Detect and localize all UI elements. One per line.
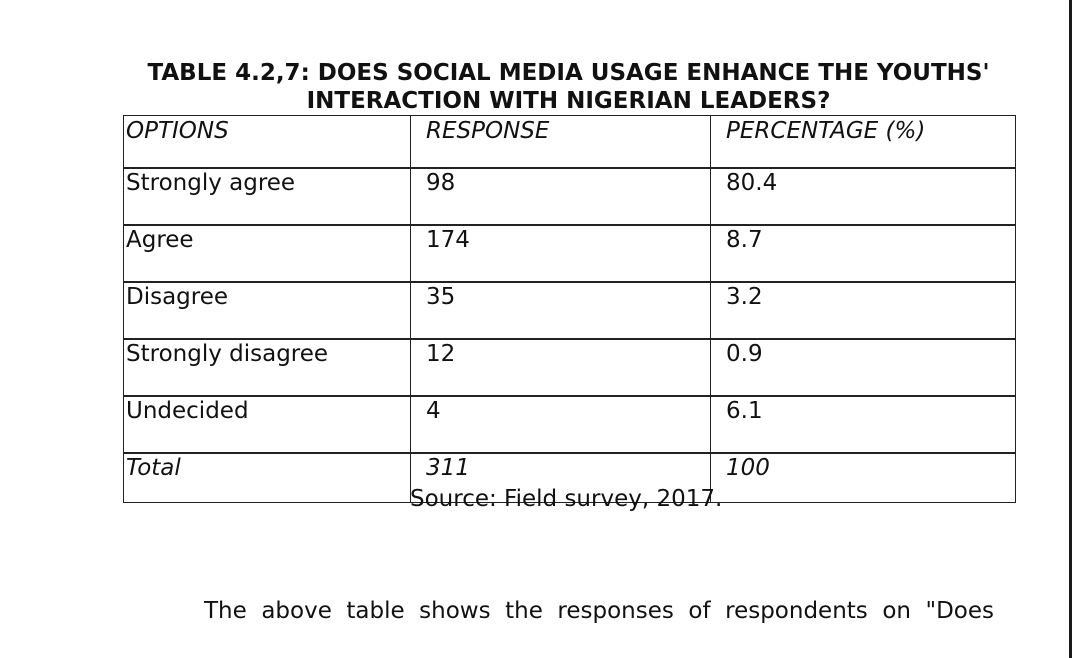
- percentage-cell: 6.1: [710, 395, 1016, 454]
- response-cell: 174: [410, 224, 711, 283]
- source-note: Source: Field survey, 2017.: [410, 486, 723, 512]
- table-row: Undecided 4 6.1: [123, 395, 1016, 454]
- table-row: Disagree 35 3.2: [123, 281, 1016, 340]
- percentage-cell: 8.7: [710, 224, 1016, 283]
- table-row: Strongly agree 98 80.4: [123, 167, 1016, 226]
- percentage-cell: 0.9: [710, 338, 1016, 397]
- percentage-cell: 80.4: [710, 167, 1016, 226]
- table-row: Agree 174 8.7: [123, 224, 1016, 283]
- total-percentage-cell: 100: [710, 452, 1016, 503]
- total-response-cell: 311: [410, 452, 711, 503]
- table-title-line-2: INTERACTION WITH NIGERIAN LEADERS?: [306, 88, 831, 114]
- total-label-cell: Total: [123, 452, 411, 503]
- header-options: OPTIONS: [123, 115, 411, 169]
- percentage-cell: 3.2: [710, 281, 1016, 340]
- response-cell: 4: [410, 395, 711, 454]
- header-percentage: PERCENTAGE (%): [710, 115, 1016, 169]
- option-cell: Disagree: [123, 281, 411, 340]
- option-cell: Undecided: [123, 395, 411, 454]
- response-cell: 12: [410, 338, 711, 397]
- page-edge-border: [1069, 0, 1072, 658]
- option-cell: Strongly agree: [123, 167, 411, 226]
- header-response: RESPONSE: [410, 115, 711, 169]
- table-row: Strongly disagree 12 0.9: [123, 338, 1016, 397]
- response-cell: 35: [410, 281, 711, 340]
- survey-table: OPTIONS RESPONSE PERCENTAGE (%) Strongly…: [123, 115, 1016, 503]
- table-total-row: Total 311 100: [123, 452, 1016, 503]
- table-title-line-1: TABLE 4.2,7: DOES SOCIAL MEDIA USAGE ENH…: [147, 60, 990, 86]
- table-header-row: OPTIONS RESPONSE PERCENTAGE (%): [123, 115, 1016, 169]
- option-cell: Strongly disagree: [123, 338, 411, 397]
- option-cell: Agree: [123, 224, 411, 283]
- response-cell: 98: [410, 167, 711, 226]
- body-paragraph: The above table shows the responses of r…: [204, 598, 994, 624]
